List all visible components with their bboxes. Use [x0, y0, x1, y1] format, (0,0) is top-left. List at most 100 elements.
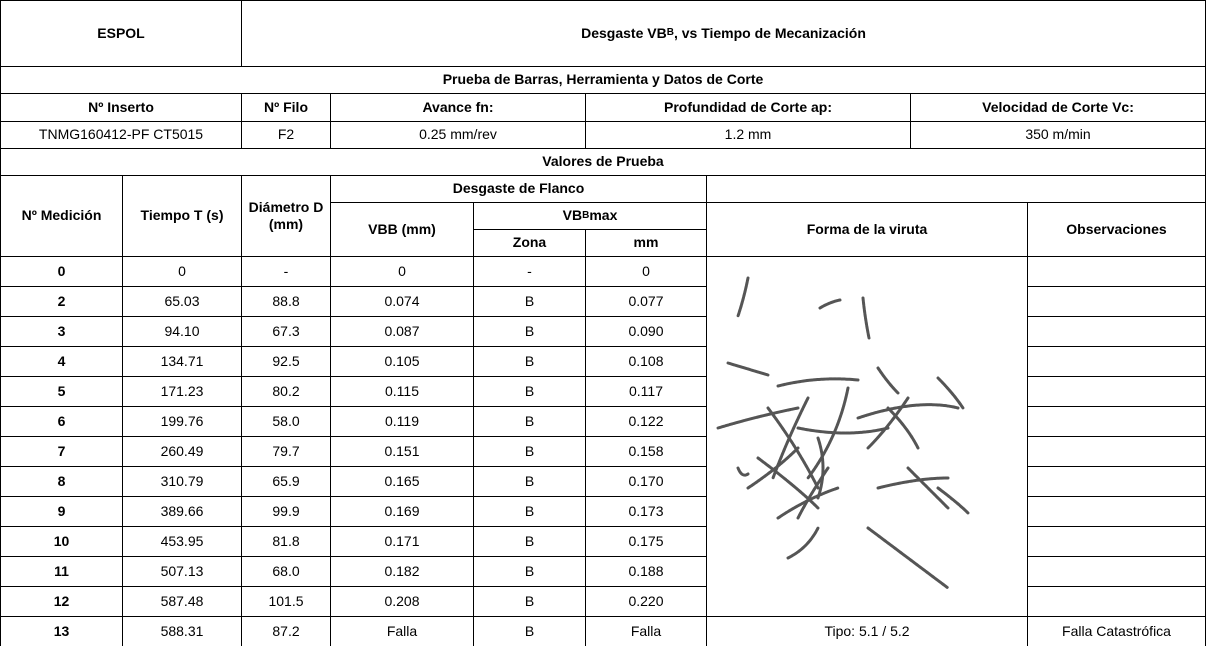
- info-value: 350 m/min: [910, 121, 1206, 149]
- empty-cell: [1027, 406, 1206, 437]
- table-cell: -: [473, 256, 586, 287]
- table-cell: 79.7: [241, 436, 331, 467]
- text-part: max: [589, 207, 618, 224]
- section-title: Valores de Prueba: [0, 148, 1206, 176]
- table-cell: 81.8: [241, 526, 331, 557]
- row-label: 6: [0, 406, 123, 437]
- empty-cell: [1027, 496, 1206, 527]
- table-cell: 0.115: [330, 376, 474, 407]
- row-label: 2: [0, 286, 123, 317]
- table-cell: 94.10: [122, 316, 242, 347]
- row-label: 8: [0, 466, 123, 497]
- info-header: Nº Filo: [241, 93, 331, 122]
- col-header: Desgaste de Flanco: [330, 175, 707, 203]
- table-cell: 0.171: [330, 526, 474, 557]
- row-label: 4: [0, 346, 123, 377]
- table-cell: 0.208: [330, 586, 474, 617]
- row-label: 10: [0, 526, 123, 557]
- table-cell: 58.0: [241, 406, 331, 437]
- table-cell: B: [473, 616, 586, 646]
- table-cell: 171.23: [122, 376, 242, 407]
- table-cell: 260.49: [122, 436, 242, 467]
- table-cell: 310.79: [122, 466, 242, 497]
- table-cell: 587.48: [122, 586, 242, 617]
- table-cell: 0.169: [330, 496, 474, 527]
- table-cell: 99.9: [241, 496, 331, 527]
- table-cell: 588.31: [122, 616, 242, 646]
- table-cell: 507.13: [122, 556, 242, 587]
- table-cell: 0.220: [585, 586, 707, 617]
- col-header: Nº Medición: [0, 175, 123, 257]
- text-part: Desgaste VB: [581, 24, 667, 41]
- table-cell: 92.5: [241, 346, 331, 377]
- info-header: Avance fn:: [330, 93, 586, 122]
- empty-cell: [1027, 436, 1206, 467]
- row-label: 13: [0, 616, 123, 646]
- table-cell: B: [473, 556, 586, 587]
- table-cell: 87.2: [241, 616, 331, 646]
- col-header: VB B max: [473, 202, 707, 230]
- empty-cell: [1027, 376, 1206, 407]
- table-cell: B: [473, 286, 586, 317]
- table-cell: B: [473, 586, 586, 617]
- table-cell: 0.165: [330, 466, 474, 497]
- table-cell: 0.151: [330, 436, 474, 467]
- observation: Falla Catastrófica: [1027, 616, 1206, 646]
- empty-cell: [1027, 316, 1206, 347]
- table-cell: 0.074: [330, 286, 474, 317]
- table-cell: 453.95: [122, 526, 242, 557]
- table-cell: 88.8: [241, 286, 331, 317]
- table-cell: 389.66: [122, 496, 242, 527]
- text-part: B: [666, 27, 674, 39]
- table-cell: 65.03: [122, 286, 242, 317]
- row-label: 3: [0, 316, 123, 347]
- text-part: , vs Tiempo de Mecanización: [673, 24, 866, 41]
- info-header: Profundidad de Corte ap:: [585, 93, 911, 122]
- table-cell: B: [473, 376, 586, 407]
- empty-cell: [706, 175, 1206, 203]
- table-cell: 0.090: [585, 316, 707, 347]
- table-cell: 199.76: [122, 406, 242, 437]
- table-cell: 0.077: [585, 286, 707, 317]
- col-header: VBB (mm): [330, 202, 474, 257]
- col-header: mm: [585, 229, 707, 257]
- table-cell: 0: [585, 256, 707, 287]
- table-cell: 0.108: [585, 346, 707, 377]
- empty-cell: [1027, 586, 1206, 617]
- row-label: 7: [0, 436, 123, 467]
- table-cell: 0.158: [585, 436, 707, 467]
- table-cell: -: [241, 256, 331, 287]
- table-cell: B: [473, 436, 586, 467]
- table-cell: 67.3: [241, 316, 331, 347]
- table-cell: 0.170: [585, 466, 707, 497]
- table-cell: B: [473, 466, 586, 497]
- row-label: 0: [0, 256, 123, 287]
- table-cell: 80.2: [241, 376, 331, 407]
- table-cell: 68.0: [241, 556, 331, 587]
- info-header: Velocidad de Corte Vc:: [910, 93, 1206, 122]
- table-cell: 0: [330, 256, 474, 287]
- table-cell: Falla: [330, 616, 474, 646]
- table-cell: Falla: [585, 616, 707, 646]
- table-cell: B: [473, 526, 586, 557]
- table-cell: 134.71: [122, 346, 242, 377]
- info-value: 1.2 mm: [585, 121, 911, 149]
- col-header: Observaciones: [1027, 202, 1206, 257]
- info-value: F2: [241, 121, 331, 149]
- row-label: 5: [0, 376, 123, 407]
- row-label: 12: [0, 586, 123, 617]
- table-cell: 0.105: [330, 346, 474, 377]
- test-info-title: Prueba de Barras, Herramienta y Datos de…: [0, 66, 1206, 94]
- table-cell: B: [473, 346, 586, 377]
- col-header: Forma de la viruta: [706, 202, 1028, 257]
- text-part: VB: [562, 207, 583, 224]
- chip-photo: [716, 276, 970, 590]
- table-cell: 101.5: [241, 586, 331, 617]
- table-cell: 0.119: [330, 406, 474, 437]
- info-value: 0.25 mm/rev: [330, 121, 586, 149]
- empty-cell: [1027, 256, 1206, 287]
- empty-cell: [1027, 346, 1206, 377]
- table-cell: 65.9: [241, 466, 331, 497]
- table-cell: 0.175: [585, 526, 707, 557]
